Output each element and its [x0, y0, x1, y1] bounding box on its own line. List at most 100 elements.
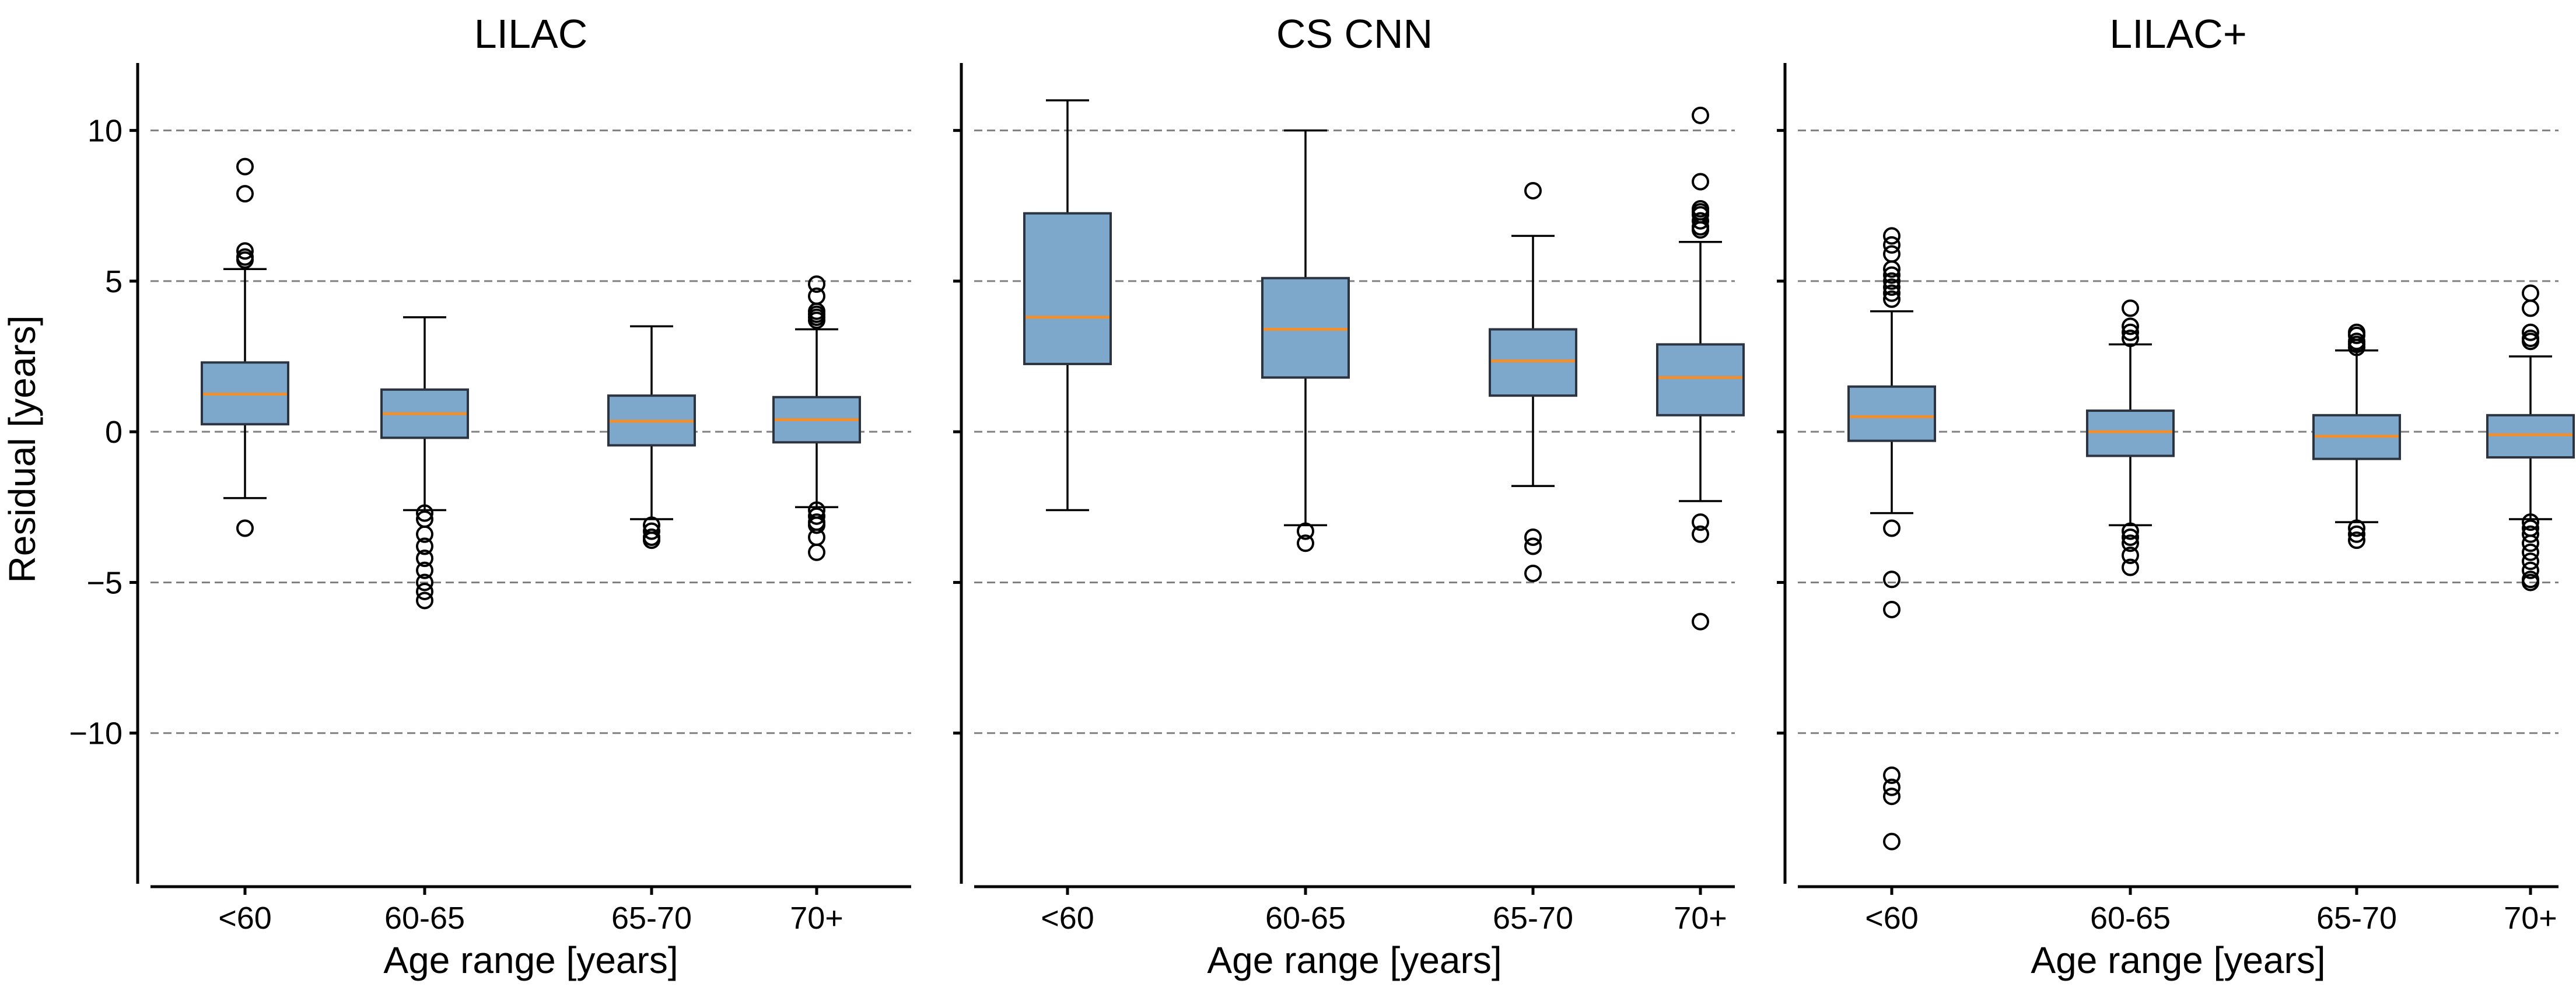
outlier-point	[236, 519, 254, 537]
x-tick-label: 65-70	[1493, 901, 1573, 936]
panel-3: LILAC+ Age range [years] <60 60-65 65-70 70+	[1777, 11, 2575, 981]
outlier-point	[2348, 525, 2365, 543]
outlier-point	[1883, 272, 1901, 290]
box-65-70	[2312, 323, 2401, 550]
outlier-point	[2522, 323, 2539, 341]
outlier-point	[2522, 525, 2539, 543]
outlier-point	[2122, 546, 2139, 564]
iqr-box	[1261, 276, 1350, 379]
outlier-point	[2122, 299, 2139, 317]
outlier-point	[2522, 534, 2539, 552]
x-tick-label: 60-65	[2090, 901, 2171, 936]
box-<60	[201, 158, 289, 537]
x-tick-label: 70+	[1674, 901, 1727, 936]
outlier-point	[808, 507, 825, 525]
outlier-point	[416, 525, 433, 543]
outlier-point	[1692, 221, 1709, 239]
outlier-point	[1883, 290, 1901, 308]
outlier-point	[2122, 330, 2139, 348]
outlier-point	[1692, 513, 1709, 531]
outlier-point	[1692, 106, 1709, 124]
x-axis-label: Age range [years]	[383, 939, 678, 981]
outlier-point	[236, 185, 254, 203]
outlier-point	[1883, 260, 1901, 278]
outlier-point	[1883, 266, 1901, 284]
outlier-point	[643, 522, 660, 540]
outlier-point	[2522, 561, 2539, 579]
outlier-point	[416, 550, 433, 568]
outlier-point	[1524, 537, 1542, 555]
y-axis-label: Residual [years]	[1, 316, 43, 583]
outlier-point	[808, 543, 825, 561]
outlier-point	[1524, 564, 1542, 582]
x-tick-label: 65-70	[2316, 901, 2397, 936]
box-60-65	[1261, 129, 1350, 552]
panel-title: LILAC+	[2109, 11, 2246, 57]
x-tick-label: <60	[1865, 901, 1919, 936]
outlier-point	[808, 312, 825, 330]
box-60-65	[2086, 299, 2175, 576]
outlier-point	[416, 592, 433, 610]
outlier-point	[1692, 612, 1709, 631]
iqr-box	[2086, 410, 2175, 457]
outlier-point	[2522, 552, 2539, 570]
outlier-point	[1883, 278, 1901, 296]
x-tick-label: <60	[1041, 901, 1094, 936]
outlier-point	[1692, 525, 1709, 543]
y-tick-label: 10	[88, 114, 123, 149]
panel-1: 10 5 0 −5 −10 LILAC Age range [years] <60 60-65 6…	[69, 11, 911, 981]
box-<60	[1847, 227, 1936, 850]
x-axis-label: Age range [years]	[1207, 939, 1502, 981]
outlier-point	[416, 573, 433, 592]
outlier-point	[1883, 236, 1901, 254]
outlier-point	[643, 531, 660, 550]
outlier-point	[1883, 245, 1901, 263]
outlier-point	[1883, 284, 1901, 302]
outlier-point	[2122, 534, 2139, 552]
outlier-point	[2522, 543, 2539, 561]
outlier-point	[1883, 832, 1901, 850]
x-tick-label: <60	[218, 901, 272, 936]
y-tick-label: −10	[69, 716, 123, 751]
x-tick-label: 60-65	[1265, 901, 1346, 936]
outlier-point	[808, 275, 825, 293]
outlier-point	[1883, 778, 1901, 796]
outlier-point	[2348, 519, 2365, 537]
outlier-point	[2122, 522, 2139, 540]
outlier-point	[1883, 570, 1901, 589]
box-70+	[2486, 284, 2575, 592]
outlier-point	[236, 251, 254, 269]
iqr-box	[1656, 343, 1745, 416]
box-70+	[1656, 106, 1745, 631]
outlier-point	[416, 561, 433, 579]
outlier-point	[2522, 573, 2539, 592]
outlier-point	[1524, 181, 1542, 200]
outlier-point	[1883, 600, 1901, 618]
outlier-point	[2348, 338, 2365, 356]
panel-2: CS CNN Age range [years] <60 60-65 65-70 70+	[953, 11, 1745, 981]
outlier-point	[2122, 317, 2139, 335]
outlier-point	[808, 516, 825, 534]
iqr-box	[2486, 414, 2575, 459]
box-60-65	[380, 316, 469, 610]
outlier-point	[1883, 227, 1901, 245]
x-tick-label: 70+	[2504, 901, 2557, 936]
outlier-point	[1883, 519, 1901, 537]
panel-title: CS CNN	[1276, 11, 1433, 57]
outlier-point	[1692, 212, 1709, 230]
panel-title: LILAC	[474, 11, 588, 57]
outlier-point	[236, 242, 254, 260]
outlier-point	[1883, 788, 1901, 806]
outlier-point	[1692, 173, 1709, 191]
box-65-70	[1489, 181, 1577, 582]
outlier-point	[2522, 513, 2539, 531]
outlier-point	[416, 582, 433, 600]
iqr-box	[1847, 385, 1936, 442]
outlier-point	[2348, 326, 2365, 344]
x-axis-label: Age range [years]	[2031, 939, 2325, 981]
outlier-point	[236, 158, 254, 176]
outlier-point	[416, 504, 433, 522]
outlier-point	[2522, 332, 2539, 351]
outlier-point	[416, 537, 433, 555]
iqr-box	[1023, 212, 1112, 365]
